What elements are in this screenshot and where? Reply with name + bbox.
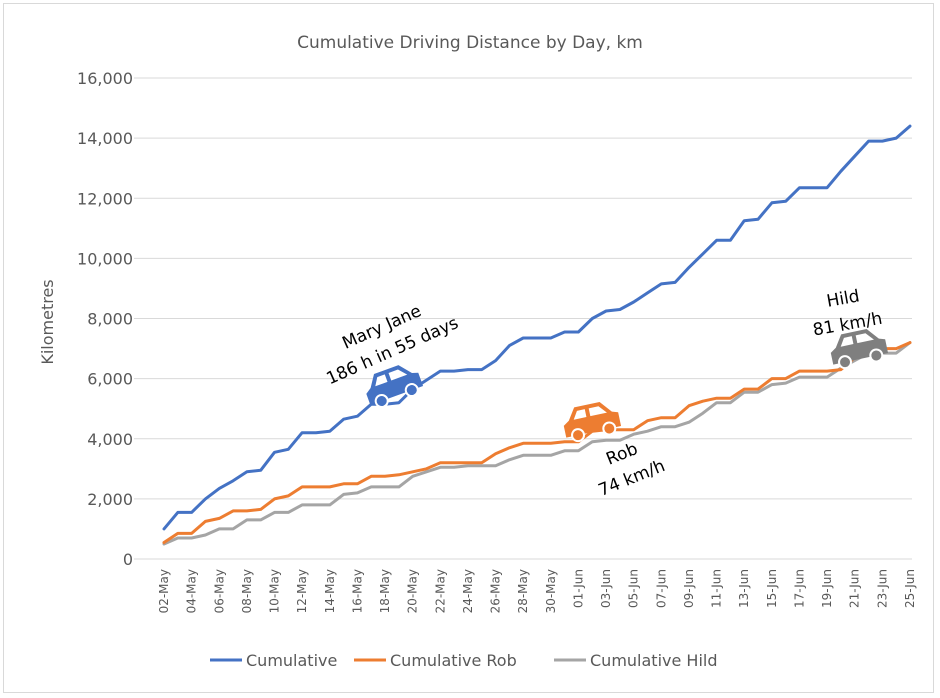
chart-title: Cumulative Driving Distance by Day, km	[297, 33, 643, 53]
legend-item: Cumulative Hild	[554, 651, 717, 670]
x-tick-label: 16-May	[350, 569, 364, 613]
series-line-cumulative	[162, 124, 912, 531]
series-line-cumulative-rob	[162, 341, 912, 544]
y-tick-label: 4,000	[87, 430, 133, 449]
annotation-line: 74 km/h	[596, 456, 668, 501]
annotation-line: Hild	[825, 286, 861, 311]
x-tick-label: 15-Jun	[765, 569, 779, 608]
x-tick-label: 21-Jun	[848, 569, 862, 608]
legend-label: Cumulative	[246, 651, 337, 670]
x-tick-label: 24-May	[461, 569, 475, 613]
annotation-line: Rob	[603, 439, 640, 470]
legend-item: Cumulative Rob	[354, 651, 517, 670]
y-tick-label: 16,000	[77, 69, 133, 88]
x-tick-label: 09-Jun	[682, 569, 696, 608]
x-tick-label: 20-May	[406, 569, 420, 613]
y-tick-label: 6,000	[87, 370, 133, 389]
x-tick-label: 02-May	[157, 569, 171, 613]
x-tick-label: 25-Jun	[903, 569, 917, 608]
x-tick-label: 17-Jun	[792, 569, 806, 608]
x-tick-label: 10-May	[268, 569, 282, 613]
series-lines	[162, 124, 912, 546]
y-axis-label: Kilometres	[38, 279, 57, 364]
gridlines	[134, 77, 912, 560]
legend: Cumulative Cumulative Rob Cumulative Hild	[210, 651, 717, 670]
legend-item: Cumulative	[210, 651, 337, 670]
legend-label: Cumulative Hild	[590, 651, 717, 670]
y-tick-label: 12,000	[77, 189, 133, 208]
x-tick-label: 18-May	[378, 569, 392, 613]
series-line-cumulative-hild	[162, 341, 912, 546]
chart-frame: Cumulative Driving Distance by Day, km 0…	[3, 3, 934, 693]
y-tick-label: 0	[123, 550, 133, 569]
x-tick-label: 14-May	[323, 569, 337, 613]
x-tick-label: 26-May	[489, 569, 503, 613]
x-tick-label: 28-May	[516, 569, 530, 613]
x-tick-label: 12-May	[295, 569, 309, 613]
y-tick-label: 10,000	[77, 249, 133, 268]
car-icon-gray	[830, 328, 889, 370]
x-tick-label: 13-Jun	[737, 569, 751, 608]
y-tick-label: 2,000	[87, 490, 133, 509]
x-tick-label: 03-Jun	[599, 569, 613, 608]
line-chart: Cumulative Driving Distance by Day, km 0…	[38, 33, 917, 670]
y-tick-label: 8,000	[87, 310, 133, 329]
x-tick-label: 22-May	[433, 569, 447, 613]
x-tick-label: 11-Jun	[710, 569, 724, 608]
x-axis-ticks: 02-May 04-May 06-May 08-May 10-May 12-May 14-M…	[157, 569, 917, 613]
x-tick-label: 06-May	[212, 569, 226, 613]
x-tick-label: 08-May	[240, 569, 254, 613]
x-tick-label: 04-May	[185, 569, 199, 613]
car-icon-blue	[366, 365, 424, 408]
x-tick-label: 01-Jun	[571, 569, 585, 608]
car-icons	[366, 328, 889, 443]
x-tick-label: 07-Jun	[654, 569, 668, 608]
x-tick-label: 05-Jun	[627, 569, 641, 608]
x-tick-label: 23-Jun	[875, 569, 889, 608]
car-icon-orange	[563, 401, 622, 443]
x-tick-label: 19-Jun	[820, 569, 834, 608]
y-axis-ticks: 0 2,000 4,000 6,000 8,000 10,000 12,000 14,000 1…	[77, 69, 133, 569]
x-tick-label: 30-May	[544, 569, 558, 613]
legend-label: Cumulative Rob	[390, 651, 517, 670]
y-tick-label: 14,000	[77, 129, 133, 148]
